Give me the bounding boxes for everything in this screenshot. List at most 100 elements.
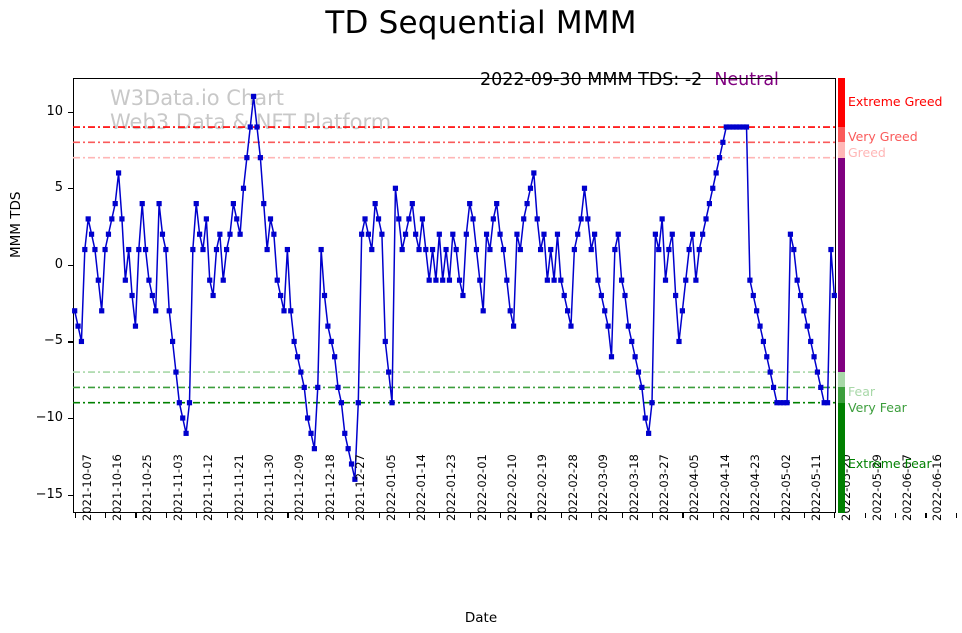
x-tick-label: 2022-02-10 — [505, 454, 520, 521]
data-point — [423, 246, 429, 253]
data-point — [433, 277, 439, 283]
data-point — [777, 400, 783, 406]
data-point — [446, 277, 453, 283]
data-point — [524, 201, 530, 207]
x-tick-label: 2021-12-27 — [353, 454, 368, 521]
data-point — [342, 430, 348, 436]
data-point — [338, 400, 344, 406]
data-point — [743, 124, 750, 130]
data-point — [159, 231, 166, 237]
data-point — [440, 277, 446, 283]
data-point — [760, 338, 767, 345]
data-point — [470, 216, 476, 222]
data-point — [554, 231, 561, 237]
data-point — [85, 216, 91, 222]
data-point — [588, 246, 594, 253]
x-tick — [925, 513, 927, 518]
data-point — [426, 277, 432, 283]
data-point — [504, 277, 510, 283]
data-point — [693, 277, 699, 283]
scale-segment-very-fear — [838, 387, 845, 403]
data-point — [153, 308, 159, 314]
data-point — [575, 231, 581, 237]
x-axis-title: Date — [464, 610, 498, 626]
data-point — [689, 231, 696, 237]
zone-label-very-greed: Very Greed — [848, 129, 918, 144]
data-point — [497, 231, 503, 237]
scale-segment-extreme-fear — [838, 402, 845, 513]
data-point — [602, 308, 608, 314]
scale-segment-very-greed — [838, 127, 845, 143]
data-point — [720, 139, 726, 145]
x-tick — [560, 513, 563, 518]
annotation-state-badge: Neutral — [714, 70, 779, 90]
x-tick — [348, 513, 350, 518]
data-point — [787, 231, 794, 237]
x-tick — [226, 513, 228, 518]
data-point — [305, 415, 311, 421]
data-point — [392, 185, 399, 191]
data-point — [429, 246, 436, 253]
data-point — [328, 338, 334, 345]
data-point — [379, 231, 385, 237]
data-point — [332, 354, 338, 360]
x-tick-label: 2021-11-03 — [170, 454, 185, 521]
data-point — [386, 369, 392, 375]
data-point — [281, 308, 287, 314]
data-point — [261, 201, 267, 207]
data-point — [257, 155, 263, 161]
data-point — [274, 277, 280, 283]
data-point — [217, 231, 223, 237]
x-tick-label: 2022-02-01 — [474, 454, 489, 521]
x-tick-label: 2022-04-05 — [687, 454, 702, 521]
data-point — [75, 323, 81, 329]
data-point — [544, 277, 550, 283]
data-point — [797, 292, 804, 299]
data-point — [372, 201, 378, 207]
data-point — [129, 292, 135, 299]
data-point — [375, 216, 382, 222]
y-tick — [68, 494, 73, 496]
scale-segment-extreme-greed — [838, 78, 845, 127]
data-point — [352, 476, 358, 482]
page-title: TD Sequential MMM — [325, 5, 637, 41]
x-tick — [652, 513, 654, 518]
data-point — [656, 246, 662, 253]
data-point — [818, 384, 824, 390]
data-point — [163, 246, 169, 253]
x-tick-label: 2021-10-25 — [140, 454, 155, 521]
data-point — [730, 124, 736, 130]
threshold-lines — [73, 126, 836, 404]
data-point — [92, 246, 98, 253]
data-point — [149, 292, 155, 299]
x-tick-label: 2022-01-14 — [413, 454, 428, 521]
x-tick-label: 2022-02-19 — [535, 454, 550, 521]
data-point — [571, 246, 577, 253]
y-tick-label: −10 — [35, 410, 63, 426]
annotation-text: 2022-09-30 MMM TDS: -2 — [480, 70, 703, 90]
data-point — [291, 338, 297, 345]
data-point — [477, 277, 483, 283]
data-point — [494, 201, 500, 207]
data-point — [271, 231, 277, 237]
data-point — [713, 170, 719, 176]
data-point — [490, 216, 496, 222]
y-tick — [68, 264, 73, 267]
data-point — [413, 231, 419, 237]
data-point — [740, 124, 746, 130]
data-point — [767, 369, 773, 375]
data-point — [821, 400, 827, 406]
data-point — [814, 369, 821, 375]
data-point — [220, 277, 226, 283]
x-tick-label: 2021-11-12 — [201, 454, 216, 521]
data-point — [673, 292, 679, 299]
data-point — [608, 354, 615, 360]
x-tick — [469, 513, 471, 518]
data-point — [102, 246, 108, 253]
series-line — [73, 96, 836, 480]
data-point — [180, 415, 186, 421]
data-point — [348, 461, 355, 467]
data-point — [733, 124, 739, 130]
data-point — [419, 216, 426, 222]
data-point — [676, 338, 682, 345]
